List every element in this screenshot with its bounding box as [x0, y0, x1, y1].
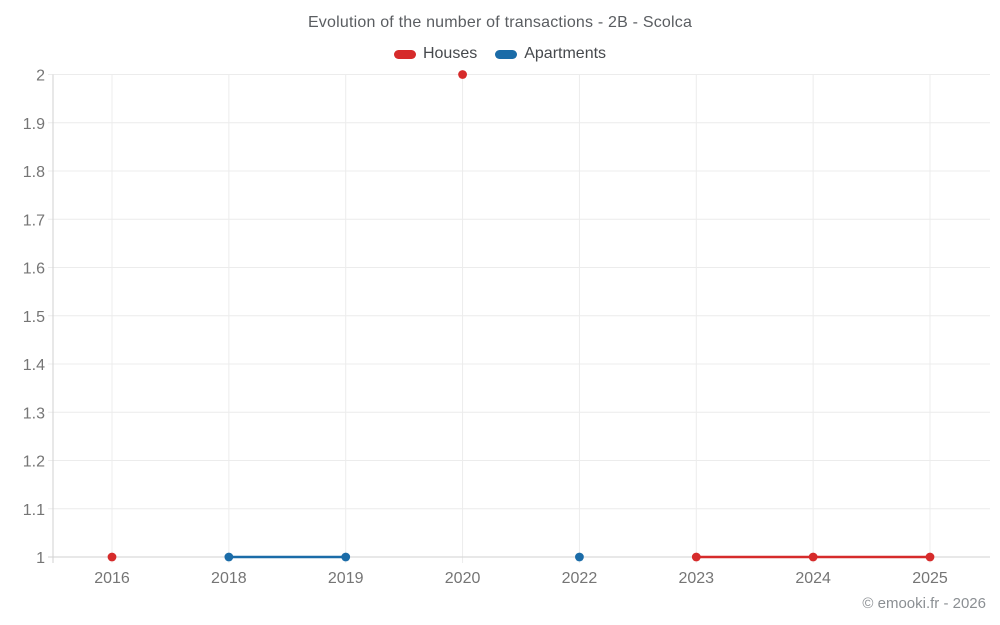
y-tick-label: 1.3: [23, 405, 45, 422]
x-tick-label: 2018: [211, 570, 247, 587]
y-tick-label: 1.7: [23, 212, 45, 229]
x-tick-label: 2025: [912, 570, 948, 587]
data-point: [107, 552, 117, 562]
x-tick-label: 2022: [562, 570, 598, 587]
y-tick-label: 1.8: [23, 164, 45, 181]
data-point: [224, 552, 234, 562]
apartments-series-swatch-icon: [495, 49, 518, 59]
chart-legend: Houses Apartments: [0, 45, 1000, 63]
x-tick-label: 2023: [678, 570, 714, 587]
y-tick-label: 1.9: [23, 116, 45, 133]
data-point: [458, 70, 467, 79]
data-point: [691, 552, 701, 562]
data-point: [925, 552, 935, 562]
legend-label-houses: Houses: [422, 45, 478, 62]
x-tick-label: 2024: [795, 570, 831, 587]
legend-item-apartments[interactable]: Apartments: [495, 45, 606, 63]
y-tick-label: 1.2: [23, 454, 45, 471]
y-tick-label: 1: [36, 550, 45, 567]
legend-item-houses[interactable]: Houses: [393, 45, 478, 63]
y-tick-label: 1.4: [23, 357, 45, 374]
data-point: [341, 552, 351, 562]
chart-title: Evolution of the number of transactions …: [307, 14, 693, 31]
x-tick-label: 2020: [445, 570, 481, 587]
copyright-text: © emooki.fr - 2026: [862, 595, 986, 612]
y-tick-label: 1.1: [23, 502, 45, 519]
y-tick-label: 1.5: [23, 309, 45, 326]
houses-series-swatch-icon: [393, 49, 416, 59]
y-tick-label: 2: [36, 68, 45, 85]
x-tick-label: 2019: [328, 570, 364, 587]
legend-label-apartments: Apartments: [524, 45, 607, 62]
data-point: [575, 552, 584, 562]
y-tick-label: 1.6: [23, 261, 45, 278]
data-point: [808, 552, 818, 562]
x-tick-label: 2016: [94, 570, 130, 587]
